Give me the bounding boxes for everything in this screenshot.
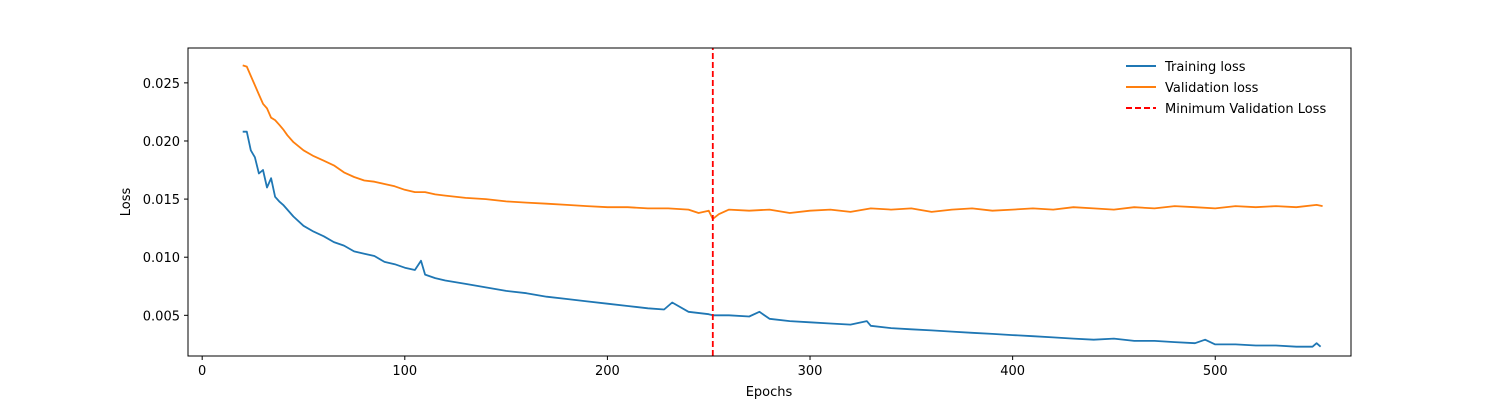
x-axis-label: Epochs (746, 385, 793, 400)
legend: Training loss Validation loss Minimum Vali… (1126, 60, 1326, 117)
x-tick-label: 300 (798, 364, 823, 379)
y-axis-label: Loss (119, 188, 134, 217)
y-tick-label: 0.015 (143, 193, 180, 208)
y-axis: 0.005 0.010 0.015 0.020 0.025 (143, 77, 188, 324)
legend-label-0: Training loss (1164, 60, 1246, 75)
legend-label-2: Minimum Validation Loss (1165, 102, 1326, 117)
series-layer (242, 48, 1323, 356)
x-tick-label: 500 (1203, 364, 1228, 379)
series-line-0 (242, 130, 1322, 348)
plot-area (188, 48, 1351, 356)
x-axis: 0 100 200 300 400 500 (198, 356, 1228, 379)
plot-frame (187, 47, 1352, 357)
y-tick-label: 0.010 (143, 251, 180, 266)
legend-label-1: Validation loss (1165, 81, 1259, 96)
x-tick-label: 0 (198, 364, 206, 379)
y-tick-label: 0.020 (143, 135, 180, 150)
x-tick-label: 100 (392, 364, 417, 379)
series-line-1 (242, 64, 1323, 220)
y-tick-label: 0.005 (143, 309, 180, 324)
x-tick-label: 200 (595, 364, 620, 379)
x-tick-label: 400 (1000, 364, 1025, 379)
y-tick-label: 0.025 (143, 77, 180, 92)
